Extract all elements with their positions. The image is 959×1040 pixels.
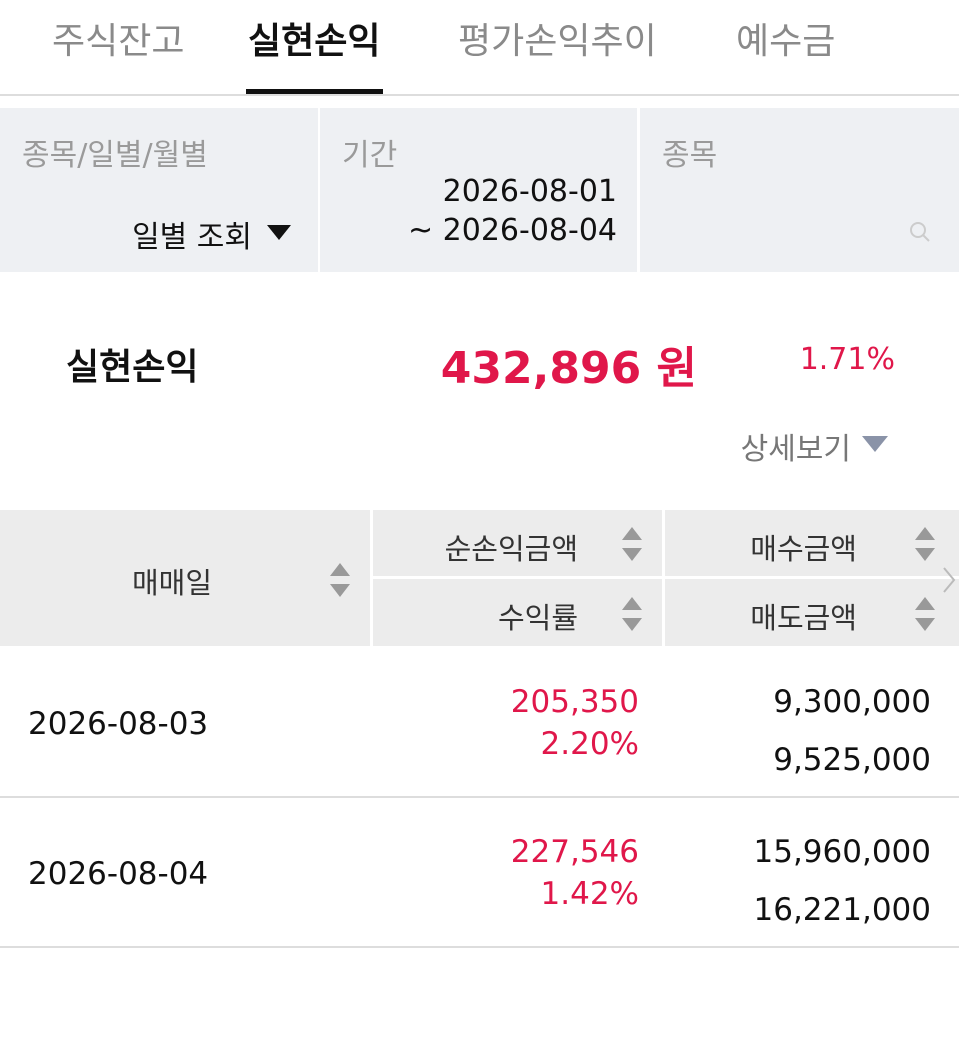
tab[interactable]: 예수금 [736, 21, 836, 62]
header-rate[interactable]: 수익률 [373, 579, 662, 646]
header-label: 매도금액 [750, 601, 857, 635]
net-profit: 227,546 [510, 834, 639, 870]
tab[interactable]: 평가손익추이 [458, 21, 657, 62]
header-buy[interactable]: 매수금액 [665, 510, 959, 576]
trade-date: 2026-08-04 [28, 856, 209, 892]
search-icon [910, 222, 930, 242]
profit-rate: 1.42% [540, 876, 639, 912]
tab[interactable]: 주식잔고 [52, 21, 185, 62]
header-label: 매수금액 [750, 532, 857, 566]
filter-label: 기간 [342, 138, 398, 173]
divider [0, 94, 959, 96]
tab-active[interactable]: 실현손익 [248, 21, 381, 62]
detail-icon [862, 436, 888, 452]
filter-value: 일별 조회 [132, 220, 252, 255]
filter-stock[interactable]: 종목 [640, 108, 959, 272]
summary-label: 실현손익 [66, 347, 199, 388]
period-start: 2026-08-01 [442, 174, 617, 209]
period-end: ~ 2026-08-04 [407, 213, 617, 248]
net-profit: 205,350 [510, 684, 639, 720]
sort-icon[interactable] [620, 594, 644, 634]
header-label: 순손익금액 [444, 532, 578, 566]
sell-amount: 9,525,000 [773, 742, 931, 778]
header-label: 수익률 [497, 601, 578, 635]
row-divider [0, 796, 959, 798]
tab-underline [246, 89, 383, 95]
scroll-right-icon[interactable] [942, 566, 956, 594]
trade-date: 2026-08-03 [28, 706, 209, 742]
summary-rate: 1.71% [799, 342, 895, 377]
filter-label: 종목/일별/월별 [22, 138, 208, 173]
sell-amount: 16,221,000 [753, 892, 932, 928]
header-date[interactable]: 매매일 [0, 510, 370, 646]
sort-icon[interactable] [620, 524, 644, 564]
filter-type[interactable]: 종목/일별/월별 일별 조회 [0, 108, 318, 272]
profit-rate: 2.20% [540, 726, 639, 762]
detail-toggle[interactable]: 상세보기 [740, 432, 851, 467]
filter-label: 종목 [662, 138, 718, 173]
header-label: 매매일 [132, 566, 213, 600]
sort-icon[interactable] [328, 560, 352, 600]
sort-icon[interactable] [913, 594, 937, 634]
row-divider [0, 946, 959, 948]
header-sell[interactable]: 매도금액 [665, 579, 959, 646]
filter-period[interactable]: 기간 2026-08-01 ~ 2026-08-04 [320, 108, 637, 272]
summary-amount: 432,896 원 [440, 343, 697, 394]
buy-amount: 9,300,000 [773, 684, 931, 720]
header-profit[interactable]: 순손익금액 [373, 510, 662, 576]
dropdown-icon [267, 225, 291, 240]
sort-icon[interactable] [913, 524, 937, 564]
buy-amount: 15,960,000 [753, 834, 932, 870]
